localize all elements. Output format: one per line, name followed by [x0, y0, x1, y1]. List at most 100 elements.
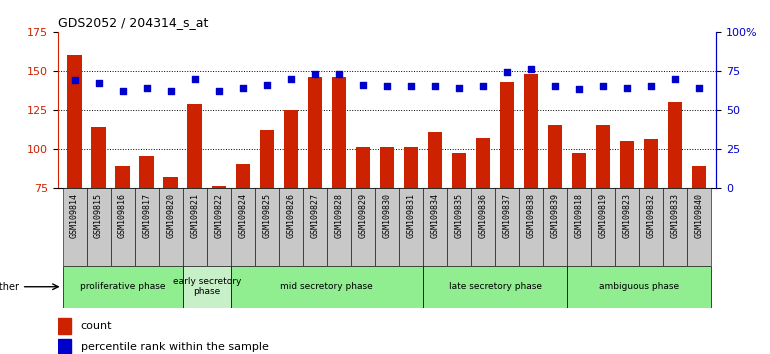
Bar	[163, 177, 178, 188]
Bar	[116, 166, 130, 188]
Bar	[231, 188, 255, 266]
Bar	[471, 188, 495, 266]
Text: GSM109831: GSM109831	[407, 193, 416, 238]
Bar	[212, 186, 226, 188]
Bar	[111, 188, 135, 266]
Text: percentile rank within the sample: percentile rank within the sample	[81, 342, 269, 352]
Bar	[447, 188, 471, 266]
Bar	[596, 125, 611, 188]
Point	[69, 77, 81, 83]
Bar	[356, 147, 370, 188]
Bar	[326, 188, 351, 266]
Bar	[182, 188, 206, 266]
Bar	[644, 139, 658, 188]
Text: GSM109828: GSM109828	[334, 193, 343, 238]
Point	[549, 84, 561, 89]
Point	[429, 84, 441, 89]
Text: GSM109826: GSM109826	[286, 193, 296, 238]
Text: GSM109824: GSM109824	[238, 193, 247, 238]
Point	[333, 71, 345, 77]
Bar	[259, 130, 274, 188]
Point	[405, 84, 417, 89]
Bar	[62, 266, 182, 308]
Bar	[476, 138, 490, 188]
Bar	[67, 55, 82, 188]
Text: GSM109822: GSM109822	[214, 193, 223, 238]
Point	[357, 82, 369, 88]
Text: GSM109838: GSM109838	[527, 193, 536, 238]
Bar	[572, 153, 586, 188]
Point	[621, 85, 634, 91]
Bar	[58, 318, 71, 334]
Text: GSM109819: GSM109819	[598, 193, 608, 238]
Point	[165, 88, 177, 94]
Bar	[403, 147, 418, 188]
Text: GSM109832: GSM109832	[647, 193, 656, 238]
Text: GSM109829: GSM109829	[358, 193, 367, 238]
Point	[525, 67, 537, 72]
Point	[213, 88, 225, 94]
Bar	[58, 339, 71, 354]
Bar	[524, 74, 538, 188]
Bar	[688, 188, 711, 266]
Bar	[86, 188, 111, 266]
Point	[645, 84, 658, 89]
Bar	[231, 266, 423, 308]
Bar	[399, 188, 423, 266]
Bar	[351, 188, 375, 266]
Bar	[159, 188, 182, 266]
Text: count: count	[81, 321, 112, 331]
Bar	[303, 188, 326, 266]
Bar	[620, 141, 634, 188]
Bar	[188, 103, 202, 188]
Text: ambiguous phase: ambiguous phase	[599, 282, 679, 291]
Text: GSM109820: GSM109820	[166, 193, 176, 238]
Point	[453, 85, 465, 91]
Point	[477, 84, 489, 89]
Point	[573, 87, 585, 92]
Bar	[255, 188, 279, 266]
Point	[669, 76, 681, 81]
Text: mid secretory phase: mid secretory phase	[280, 282, 373, 291]
Text: GSM109814: GSM109814	[70, 193, 79, 238]
Bar	[332, 77, 346, 188]
Text: GSM109833: GSM109833	[671, 193, 680, 238]
Bar	[279, 188, 303, 266]
Text: GSM109823: GSM109823	[623, 193, 631, 238]
Bar	[308, 77, 322, 188]
Text: GSM109836: GSM109836	[478, 193, 487, 238]
Bar	[567, 188, 591, 266]
Text: GSM109827: GSM109827	[310, 193, 320, 238]
Bar	[692, 166, 707, 188]
Bar	[615, 188, 639, 266]
Bar	[591, 188, 615, 266]
Text: GSM109821: GSM109821	[190, 193, 199, 238]
Point	[140, 85, 152, 91]
Bar	[567, 266, 711, 308]
Bar	[452, 153, 466, 188]
Bar	[62, 188, 86, 266]
Text: GSM109816: GSM109816	[118, 193, 127, 238]
Bar	[139, 156, 154, 188]
Bar	[423, 266, 567, 308]
Bar	[92, 127, 105, 188]
Bar	[548, 125, 562, 188]
Bar	[428, 132, 442, 188]
Text: GSM109837: GSM109837	[503, 193, 511, 238]
Point	[597, 84, 609, 89]
Text: GSM109817: GSM109817	[142, 193, 151, 238]
Text: GSM109839: GSM109839	[551, 193, 560, 238]
Point	[693, 85, 705, 91]
Bar	[236, 164, 250, 188]
Bar	[543, 188, 567, 266]
Text: GSM109815: GSM109815	[94, 193, 103, 238]
Point	[260, 82, 273, 88]
Point	[236, 85, 249, 91]
Text: GSM109825: GSM109825	[263, 193, 271, 238]
Text: GSM109834: GSM109834	[430, 193, 440, 238]
Text: GSM109830: GSM109830	[383, 193, 391, 238]
Bar	[500, 82, 514, 188]
Text: GSM109818: GSM109818	[574, 193, 584, 238]
Bar	[423, 188, 447, 266]
Bar	[668, 102, 682, 188]
